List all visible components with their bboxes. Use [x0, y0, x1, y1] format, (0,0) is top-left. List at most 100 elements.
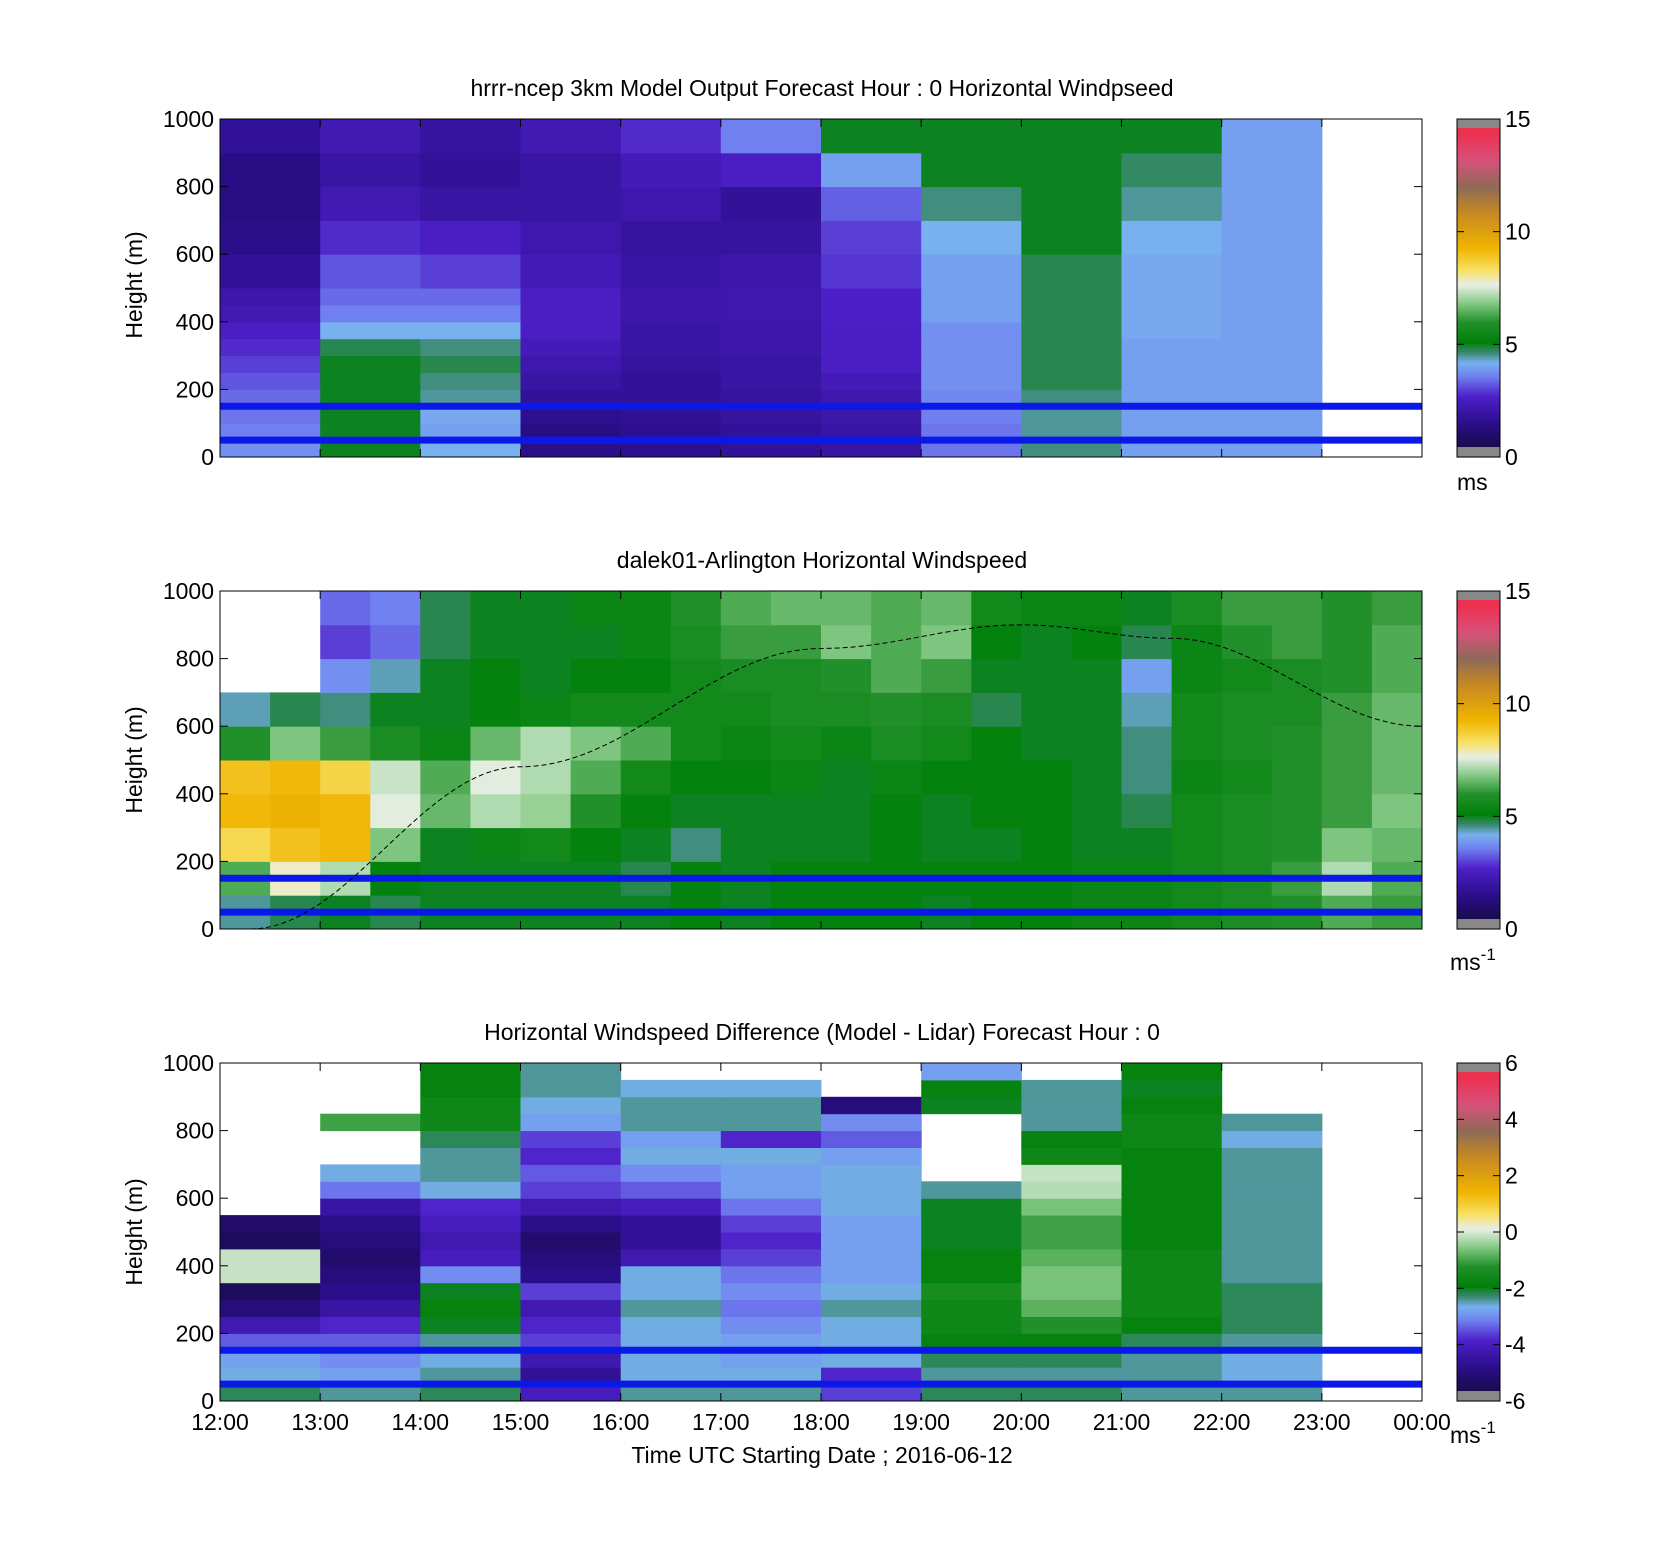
colorbar-segment	[1457, 281, 1500, 285]
heatmap-cell	[1221, 1282, 1323, 1301]
heatmap-cell	[1221, 1265, 1323, 1284]
colorbar-segment	[1457, 260, 1500, 264]
colorbar-segment	[1457, 732, 1500, 736]
y-tick-label: 1000	[163, 1050, 214, 1076]
heatmap-cell	[1021, 1096, 1122, 1115]
heatmap-cell	[720, 1079, 822, 1098]
heatmap-cell	[871, 793, 922, 829]
colorbar-segment	[1457, 1122, 1500, 1125]
heatmap-cell	[420, 372, 521, 390]
colorbar-segment	[1457, 865, 1500, 869]
heatmap-cell	[1221, 1215, 1323, 1233]
heatmap-cell	[921, 658, 972, 693]
colorbar-segment	[1457, 180, 1500, 183]
heatmap-cell	[320, 760, 371, 795]
colorbar-segment	[1457, 696, 1500, 700]
colorbar-segment	[1457, 1225, 1500, 1229]
y-tick-label: 0	[201, 444, 214, 470]
heatmap-cell	[1371, 827, 1423, 862]
heatmap-cell	[1221, 1384, 1323, 1402]
x-tick-label: 16:00	[592, 1409, 650, 1435]
heatmap-cell	[921, 1316, 1022, 1334]
heatmap-cell	[1121, 1096, 1223, 1115]
heatmap-cell	[821, 1096, 922, 1115]
heatmap-cell	[1021, 726, 1072, 761]
colorbar-segment	[1457, 1259, 1500, 1263]
heatmap-cell	[420, 406, 521, 424]
colorbar-segment	[1457, 806, 1500, 810]
colorbar: 0 5 10 15	[1456, 106, 1531, 470]
heatmap-cell	[520, 1265, 622, 1284]
heatmap-cell	[720, 304, 822, 323]
heatmap-cell	[620, 1333, 722, 1351]
heatmap-cell	[921, 338, 1022, 357]
heatmap-cell	[971, 793, 1022, 829]
heatmap-cell	[871, 658, 922, 693]
heatmap-cell	[620, 1316, 722, 1334]
heatmap-cell	[821, 389, 922, 407]
heatmap-cell	[1021, 186, 1122, 221]
heatmap-cell	[821, 152, 922, 188]
heatmap-cell	[420, 152, 521, 188]
heatmap-cell	[1221, 1299, 1323, 1317]
heatmap-cell	[320, 406, 421, 424]
heatmap-cell	[470, 760, 521, 795]
heatmap-cell	[921, 1384, 1022, 1402]
colorbar-segment	[1457, 715, 1500, 719]
heatmap-cell	[1021, 827, 1072, 862]
colorbar-segment	[1457, 1071, 1500, 1075]
heatmap-cell	[1221, 152, 1323, 188]
heatmap-cell	[320, 423, 421, 441]
heatmap-cell	[520, 1367, 622, 1385]
colorbar-segment	[1457, 395, 1500, 399]
colorbar-segment	[1457, 833, 1500, 837]
colorbar-segment	[1457, 1215, 1500, 1218]
heatmap-cell	[821, 1232, 922, 1250]
colorbar-segment	[1457, 397, 1500, 401]
heatmap-cell	[320, 624, 371, 660]
heatmap-cell	[821, 1164, 922, 1182]
colorbar-segment	[1457, 374, 1500, 378]
y-tick-label: 600	[176, 1185, 214, 1211]
colorbar-segment	[1457, 1278, 1500, 1282]
heatmap-cell	[1021, 321, 1122, 340]
heatmap-cell	[1121, 423, 1223, 441]
colorbar-segment	[1457, 692, 1500, 696]
colorbar-segment	[1457, 1346, 1500, 1349]
heatmap-cell	[1121, 827, 1173, 862]
colorbar-segment	[1457, 1350, 1500, 1354]
heatmap-cell	[1371, 692, 1423, 727]
heatmap-cell	[420, 827, 471, 862]
heatmap-cell	[1121, 1350, 1223, 1368]
heatmap-cell	[720, 1147, 822, 1165]
colorbar-segment	[1457, 159, 1500, 162]
heatmap-cell	[470, 726, 521, 761]
heatmap-cell	[620, 793, 672, 829]
heatmap-cell	[420, 355, 521, 373]
colorbar-segment	[1457, 1168, 1500, 1172]
colorbar-segment	[1457, 1240, 1500, 1244]
heatmap-cell	[770, 692, 822, 727]
colorbar-segment	[1457, 165, 1500, 169]
colorbar-segment	[1457, 874, 1500, 877]
heatmap-cell	[821, 321, 922, 340]
colorbar-segment	[1457, 1151, 1500, 1155]
colorbar-segment	[1457, 607, 1500, 611]
colorbar-segment	[1457, 878, 1500, 882]
heatmap-cell	[1221, 1198, 1323, 1216]
colorbar-segment	[1457, 1232, 1500, 1235]
heatmap-cell	[720, 793, 772, 829]
colorbar-segment	[1457, 631, 1500, 634]
colorbar-tick-label: 15	[1505, 106, 1531, 132]
colorbar-segment	[1457, 1181, 1500, 1185]
colorbar-segment	[1457, 1113, 1500, 1117]
heatmap-cell	[1221, 624, 1273, 660]
heatmap-cell	[921, 1367, 1022, 1385]
colorbar-segment	[1457, 842, 1500, 846]
colorbar-segment	[1457, 340, 1500, 344]
heatmap-cell	[921, 624, 972, 660]
colorbar-segment	[1457, 123, 1500, 126]
colorbar-segment	[1457, 658, 1500, 662]
colorbar-segment	[1457, 626, 1500, 630]
colorbar-segment	[1457, 380, 1500, 384]
